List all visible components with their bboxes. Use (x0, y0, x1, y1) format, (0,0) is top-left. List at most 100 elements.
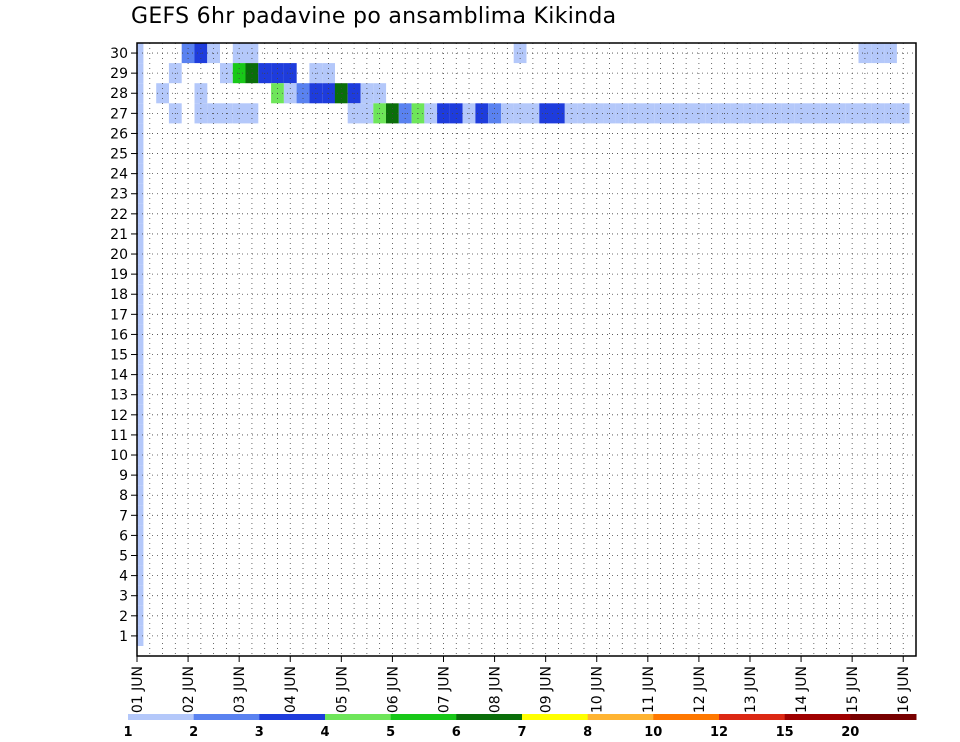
heatmap-cell (137, 324, 144, 345)
y-tick-label: 28 (110, 86, 128, 102)
y-tick-label: 16 (110, 327, 128, 343)
heatmap-cell (137, 445, 144, 466)
y-tick-label: 6 (119, 528, 128, 544)
heatmap-cell (137, 203, 144, 224)
x-tick-label: 10 JUN (590, 666, 606, 713)
legend-swatch (850, 714, 917, 720)
y-axis: 1234567891011121314151617181920212223242… (110, 46, 137, 645)
legend-swatch (325, 714, 392, 720)
x-tick-label: 05 JUN (334, 666, 350, 713)
y-tick-label: 22 (110, 207, 128, 223)
heatmap-cell (137, 143, 144, 164)
heatmap-cell (137, 424, 144, 445)
x-tick-label: 04 JUN (283, 666, 299, 713)
legend-swatch (456, 714, 523, 720)
y-tick-label: 11 (110, 428, 128, 444)
x-tick-label: 11 JUN (641, 666, 657, 713)
x-tick-label: 09 JUN (539, 666, 555, 713)
heatmap-cell (137, 585, 144, 606)
y-tick-label: 24 (110, 167, 128, 183)
y-tick-label: 26 (110, 126, 128, 142)
y-tick-label: 1 (119, 629, 128, 645)
x-axis: 01 JUN 02 JUN 03 JUN 04 JUN 05 JUN 06 JUN 07 J… (130, 656, 912, 713)
heatmap-cell (137, 103, 144, 124)
y-tick-label: 3 (119, 589, 128, 605)
chart-title: GEFS 6hr padavine po ansamblima Kikinda (131, 4, 617, 29)
legend-swatch (522, 714, 589, 720)
legend-label: 15 (776, 725, 794, 740)
y-tick-label: 17 (110, 307, 128, 323)
heatmap-cell (137, 83, 144, 104)
legend-label: 10 (644, 725, 662, 740)
y-tick-label: 5 (119, 549, 128, 565)
x-tick-label: 02 JUN (181, 666, 197, 713)
x-tick-label: 12 JUN (692, 666, 708, 713)
y-tick-label: 30 (110, 46, 128, 62)
heatmap-cell (137, 525, 144, 546)
legend-label: 2 (189, 725, 198, 740)
heatmap-cell (137, 183, 144, 204)
heatmap-cell (137, 605, 144, 626)
legend-swatch (653, 714, 720, 720)
x-tick-label: 07 JUN (436, 666, 452, 713)
legend-label: 1 (123, 725, 132, 740)
heatmap-cell (137, 264, 144, 285)
y-tick-label: 2 (119, 609, 128, 625)
y-tick-label: 20 (110, 247, 128, 263)
heatmap-cell (137, 545, 144, 566)
heatmap-cell (137, 384, 144, 405)
heatmap-cell (137, 344, 144, 365)
y-tick-label: 12 (110, 408, 128, 424)
y-tick-label: 23 (110, 187, 128, 203)
y-tick-label: 14 (110, 368, 128, 384)
plot-frame (136, 42, 917, 657)
y-tick-label: 9 (119, 468, 128, 484)
grid-lines (137, 43, 916, 656)
heatmap-cell (137, 505, 144, 526)
x-tick-label: 15 JUN (845, 666, 861, 713)
legend-label: 4 (320, 725, 329, 740)
heatmap-cell (137, 43, 144, 64)
color-legend: 1 2 3 4 5 6 7 8 10 12 15 20 (123, 714, 917, 740)
x-tick-label: 13 JUN (743, 666, 759, 713)
heatmap-cell (137, 485, 144, 506)
legend-label: 8 (583, 725, 592, 740)
x-tick-label: 16 JUN (896, 666, 912, 713)
heatmap-cell (137, 364, 144, 385)
y-tick-label: 10 (110, 448, 128, 464)
y-tick-label: 27 (110, 106, 128, 122)
legend-swatch (128, 714, 195, 720)
legend-label: 7 (517, 725, 526, 740)
y-tick-label: 19 (110, 267, 128, 283)
legend-label: 20 (841, 725, 859, 740)
legend-swatch (587, 714, 654, 720)
heatmap-cell (137, 244, 144, 265)
legend-label: 3 (255, 725, 264, 740)
x-tick-label: 01 JUN (130, 666, 146, 713)
y-tick-label: 15 (110, 348, 128, 364)
heatmap-cell (137, 304, 144, 325)
heatmap-cell (137, 63, 144, 84)
x-tick-label: 03 JUN (232, 666, 248, 713)
heatmap-cell (137, 123, 144, 144)
y-tick-label: 18 (110, 287, 128, 303)
legend-swatch (259, 714, 326, 720)
x-tick-label: 14 JUN (794, 666, 810, 713)
heatmap-cell (137, 565, 144, 586)
heatmap-cell (137, 284, 144, 305)
heatmap-cell (137, 625, 144, 646)
legend-label: 5 (386, 725, 395, 740)
x-tick-label: 06 JUN (385, 666, 401, 713)
y-tick-label: 8 (119, 488, 128, 504)
y-tick-label: 21 (110, 227, 128, 243)
y-tick-label: 7 (119, 508, 128, 524)
legend-swatch (193, 714, 260, 720)
x-tick-label: 08 JUN (488, 666, 504, 713)
legend-swatch (719, 714, 786, 720)
heatmap-cell (137, 223, 144, 244)
y-tick-label: 25 (110, 147, 128, 163)
legend-label: 12 (710, 725, 728, 740)
heatmap-cell (137, 404, 144, 425)
legend-swatch (784, 714, 851, 720)
